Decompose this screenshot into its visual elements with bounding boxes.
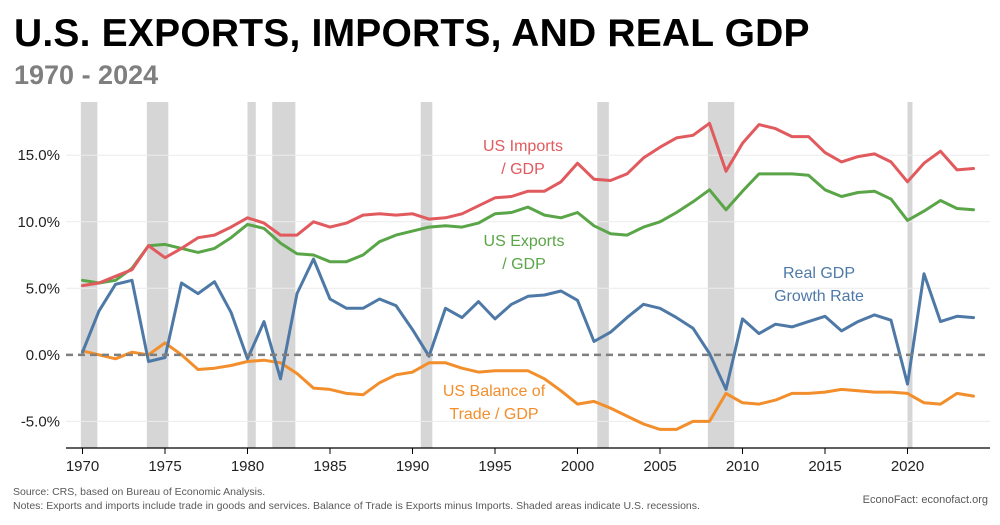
notes-text: Notes: Exports and imports include trade… (13, 500, 700, 512)
exports-series-label: US Exports (484, 233, 565, 250)
x-tick-label: 1995 (478, 458, 511, 475)
balance-series-line (81, 341, 975, 431)
exports-series-line (81, 172, 975, 285)
balance-series-label: Trade / GDP (449, 406, 538, 423)
gdp-series-label: Real GDP (783, 265, 855, 282)
y-tick-label: 15.0% (17, 147, 60, 164)
recession-bands (80, 102, 913, 448)
x-tick-label: 2015 (808, 458, 841, 475)
balance-series-label: US Balance of (443, 383, 546, 400)
recession-band (80, 102, 98, 448)
source-note: Source: CRS, based on Bureau of Economic… (13, 486, 266, 498)
x-tick-label: 1985 (313, 458, 346, 475)
imports-series-label: US Imports (483, 138, 563, 155)
x-tick-label: 2005 (643, 458, 676, 475)
recession-band (272, 102, 296, 448)
gridlines (66, 154, 990, 422)
y-tick-label: 10.0% (17, 214, 60, 231)
y-tick-label: 5.0% (26, 280, 60, 297)
y-axis: -5.0% 0.0% 5.0% 10.0% 15.0% (17, 147, 60, 430)
chart-subtitle: 1970 - 2024 (14, 60, 159, 90)
y-tick-label: 0.0% (26, 347, 60, 364)
imports-series-line (81, 121, 975, 288)
series-labels: US Imports / GDP US Exports / GDP Real GDP Gr… (443, 138, 864, 423)
x-tick-label: 1990 (396, 458, 429, 475)
x-tick-label: 2010 (726, 458, 759, 475)
x-tick-label: 2020 (891, 458, 924, 475)
chart-title: U.S. EXPORTS, IMPORTS, AND REAL GDP (14, 12, 810, 55)
recession-band (146, 102, 169, 448)
x-tick-label: 1980 (231, 458, 264, 475)
x-tick-label: 1975 (148, 458, 181, 475)
recession-band (907, 102, 913, 448)
recession-band (420, 102, 433, 448)
recession-band (247, 102, 256, 448)
recession-band (597, 102, 609, 448)
x-axis: 1970 1975 1980 1985 1990 1995 2000 2005 2010 2015… (66, 447, 990, 475)
imports-series-label: / GDP (501, 161, 545, 178)
exports-series-label: / GDP (502, 256, 546, 273)
series-lines (66, 121, 990, 431)
x-tick-label: 2000 (561, 458, 594, 475)
gdp-series-label: Growth Rate (774, 288, 864, 305)
x-tick-label: 1970 (66, 458, 99, 475)
gdp-series-line (81, 257, 975, 391)
y-tick-label: -5.0% (21, 413, 60, 430)
econofact-credit: EconoFact: econofact.org (862, 494, 988, 506)
